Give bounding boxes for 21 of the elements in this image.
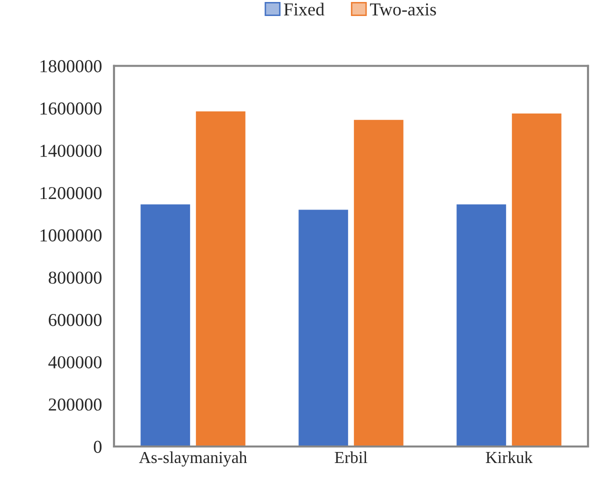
y-tick-label: 1400000 xyxy=(40,144,102,157)
y-tick-label: 0 xyxy=(94,440,102,453)
bar xyxy=(298,210,348,447)
legend-label: Fixed xyxy=(284,2,324,16)
bar xyxy=(512,113,562,447)
bar xyxy=(196,111,246,447)
x-tick-label: Kirkuk xyxy=(486,451,533,464)
y-tick-label: 1200000 xyxy=(40,187,102,200)
y-tick-label: 200000 xyxy=(48,398,102,411)
y-tick-label: 600000 xyxy=(48,314,102,326)
x-tick-label: As-slaymaniyah xyxy=(139,451,247,467)
bar xyxy=(140,204,190,447)
y-tick-label: 1800000 xyxy=(40,60,102,72)
y-tick-label: 1000000 xyxy=(40,229,102,242)
bar xyxy=(354,120,404,447)
y-tick-label: 400000 xyxy=(48,356,102,368)
bar xyxy=(456,204,506,447)
legend-label: Two-axis xyxy=(370,3,436,16)
x-tick-label: Erbil xyxy=(334,451,368,464)
y-tick-label: 1600000 xyxy=(40,102,102,115)
y-tick-label: 800000 xyxy=(48,272,102,284)
